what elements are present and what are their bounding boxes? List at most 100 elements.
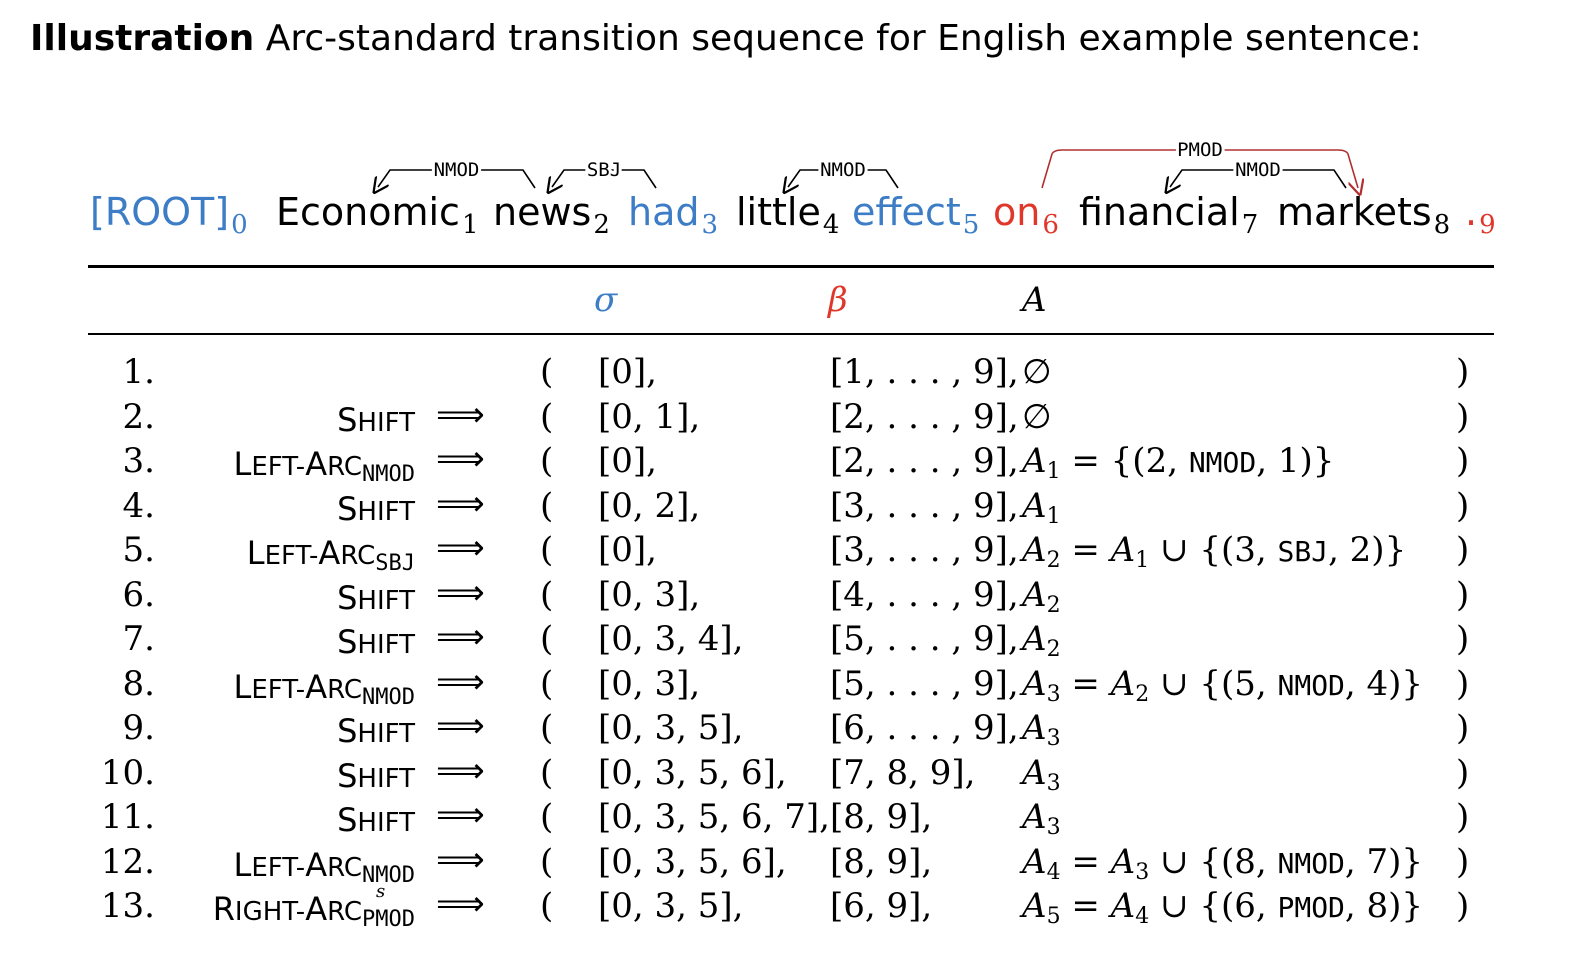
operation-name: SHIFT: [337, 801, 415, 839]
equals: =: [1060, 886, 1111, 926]
token-index: 2: [593, 210, 610, 240]
arc-label: NMOD: [434, 159, 480, 181]
close-paren: ): [1456, 441, 1470, 481]
token-0: [ROOT]0: [90, 190, 248, 240]
sigma-value: [0],: [598, 352, 657, 392]
sigma-value: [0, 3, 5, 6],: [598, 841, 787, 882]
arc-set-value: A3: [1022, 708, 1061, 751]
caption-bold: Illustration: [30, 18, 255, 59]
step-number: 5.: [122, 530, 155, 570]
arc-set-value: A5 = A4 ∪ {(6, PMOD, 8)}: [1022, 886, 1423, 929]
arc-set-name: A: [1022, 752, 1047, 793]
token-word: effect: [852, 190, 961, 234]
sigma-value: [0, 3, 5],: [598, 708, 744, 748]
arc-tuple-end: , 4)}: [1344, 663, 1424, 704]
sigma-value: [0, 3],: [598, 574, 701, 615]
open-paren: (: [540, 530, 554, 570]
transition-arrow: ⟹: [436, 750, 485, 791]
arc-set-index: 2: [1046, 592, 1061, 618]
operation-name: SHIFT: [337, 712, 415, 750]
prev-arc-set-name: A: [1110, 530, 1136, 570]
arc-nmod-5-4: [788, 169, 899, 188]
beta-value: [5, . . . , 9],: [830, 619, 1019, 659]
operation: SHIFT: [337, 401, 415, 439]
token-word: on: [993, 190, 1041, 234]
arc-set-name: A: [1022, 485, 1047, 526]
arc-set-name: A: [1022, 619, 1047, 659]
close-paren: ): [1456, 619, 1470, 659]
operation-name: LEFT-ARC: [233, 445, 363, 483]
operation-label-wrap: NMOD: [362, 452, 415, 487]
open-paren: (: [540, 352, 554, 392]
arc-set-value: A3: [1022, 753, 1061, 796]
arc-set-index: 4: [1046, 859, 1061, 885]
token-index: 0: [231, 210, 248, 240]
step-number: 10.: [100, 752, 155, 793]
header-a: A: [1022, 280, 1047, 320]
arc-label: NMOD: [1235, 159, 1281, 181]
prev-arc-set-name: A: [1110, 663, 1136, 704]
operation: RIGHT-ARCPMOD s: [212, 881, 415, 932]
token-word: financial: [1079, 190, 1240, 234]
union: ∪ {(3,: [1149, 530, 1278, 570]
token-index: 3: [701, 210, 719, 240]
token-9: .9: [1465, 190, 1496, 240]
step-number: 8.: [122, 663, 155, 704]
sigma-value: [0],: [598, 530, 657, 570]
beta-value: [5, . . . , 9],: [830, 663, 1019, 704]
token-word: news: [493, 190, 592, 234]
table-row: 12. LEFT-ARCNMOD ⟹([0, 3, 5, 6], [8, 9], A4 …: [0, 840, 1590, 888]
arc-tuple-end: , 2)}: [1328, 530, 1407, 570]
operation-name: LEFT-ARC: [233, 845, 363, 884]
token-1: Economic1: [276, 190, 479, 240]
beta-value: [4, . . . , 9],: [830, 574, 1019, 615]
close-paren: ): [1456, 530, 1470, 570]
beta-value: [3, . . . , 9],: [830, 485, 1019, 526]
operation-label: NMOD: [362, 684, 415, 710]
close-paren: ): [1456, 485, 1470, 526]
step-number: 2.: [122, 396, 155, 437]
operation-name: SHIFT: [337, 578, 415, 617]
transition-arrow: ⟹: [436, 572, 485, 613]
token-word: had: [628, 190, 700, 234]
beta-value: [8, 9],: [830, 841, 933, 882]
arc-set-value: A3 = A2 ∪ {(5, NMOD, 4)}: [1022, 664, 1423, 707]
token-index: 4: [822, 210, 840, 240]
table-row: 8. LEFT-ARCNMOD ⟹([0, 3], [5, . . . , 9], A3…: [0, 662, 1590, 710]
beta-value: [1, . . . , 9],: [830, 352, 1019, 392]
transition-arrow: ⟹: [436, 706, 485, 746]
table-row: 7. SHIFT ⟹ ([0, 3, 4], [5, . . . , 9], A2): [0, 617, 1590, 663]
arc-tuple-end: , 8)}: [1344, 886, 1424, 926]
token-word: .: [1465, 190, 1478, 234]
mid-rule: [88, 333, 1494, 335]
step-number: 1.: [122, 352, 155, 392]
operation-label: PMOD: [362, 907, 415, 932]
step-number: 3.: [122, 441, 155, 481]
arc-set-value: A1 = {(2, NMOD, 1)}: [1022, 441, 1334, 484]
arc-set-value: A2 = A1 ∪ {(3, SBJ, 2)}: [1022, 530, 1406, 573]
arc-set-value: A3: [1022, 797, 1061, 840]
operation-label: NMOD: [362, 862, 415, 888]
open-paren: (: [540, 797, 554, 837]
arc-set-value: A2: [1022, 619, 1061, 662]
table-row: 13. RIGHT-ARCPMOD s ⟹([0, 3, 5], [6, 9], A5 =…: [0, 881, 1590, 932]
close-paren: ): [1456, 396, 1470, 437]
operation-label-wrap: NMOD: [362, 853, 415, 888]
operation-name: LEFT-ARC: [246, 534, 376, 572]
beta-value: [8, 9],: [830, 797, 933, 837]
operation-name: RIGHT-ARC: [212, 890, 363, 928]
token-8: markets8: [1277, 190, 1450, 240]
operation: SHIFT: [337, 757, 415, 795]
arc-set-index: 1: [1046, 503, 1061, 529]
transition-arrow: ⟹: [436, 483, 485, 524]
open-paren: (: [540, 485, 554, 526]
open-paren: (: [540, 574, 554, 615]
token-word: [ROOT]: [90, 190, 230, 234]
operation-label: SBJ: [375, 551, 415, 576]
arc-set-name: A: [1022, 530, 1047, 570]
arc-set-name: A: [1022, 797, 1047, 837]
header-beta: β: [828, 280, 848, 320]
operation-label-wrap: SBJ: [375, 541, 415, 576]
arc-nmod-2-1: [378, 169, 536, 188]
